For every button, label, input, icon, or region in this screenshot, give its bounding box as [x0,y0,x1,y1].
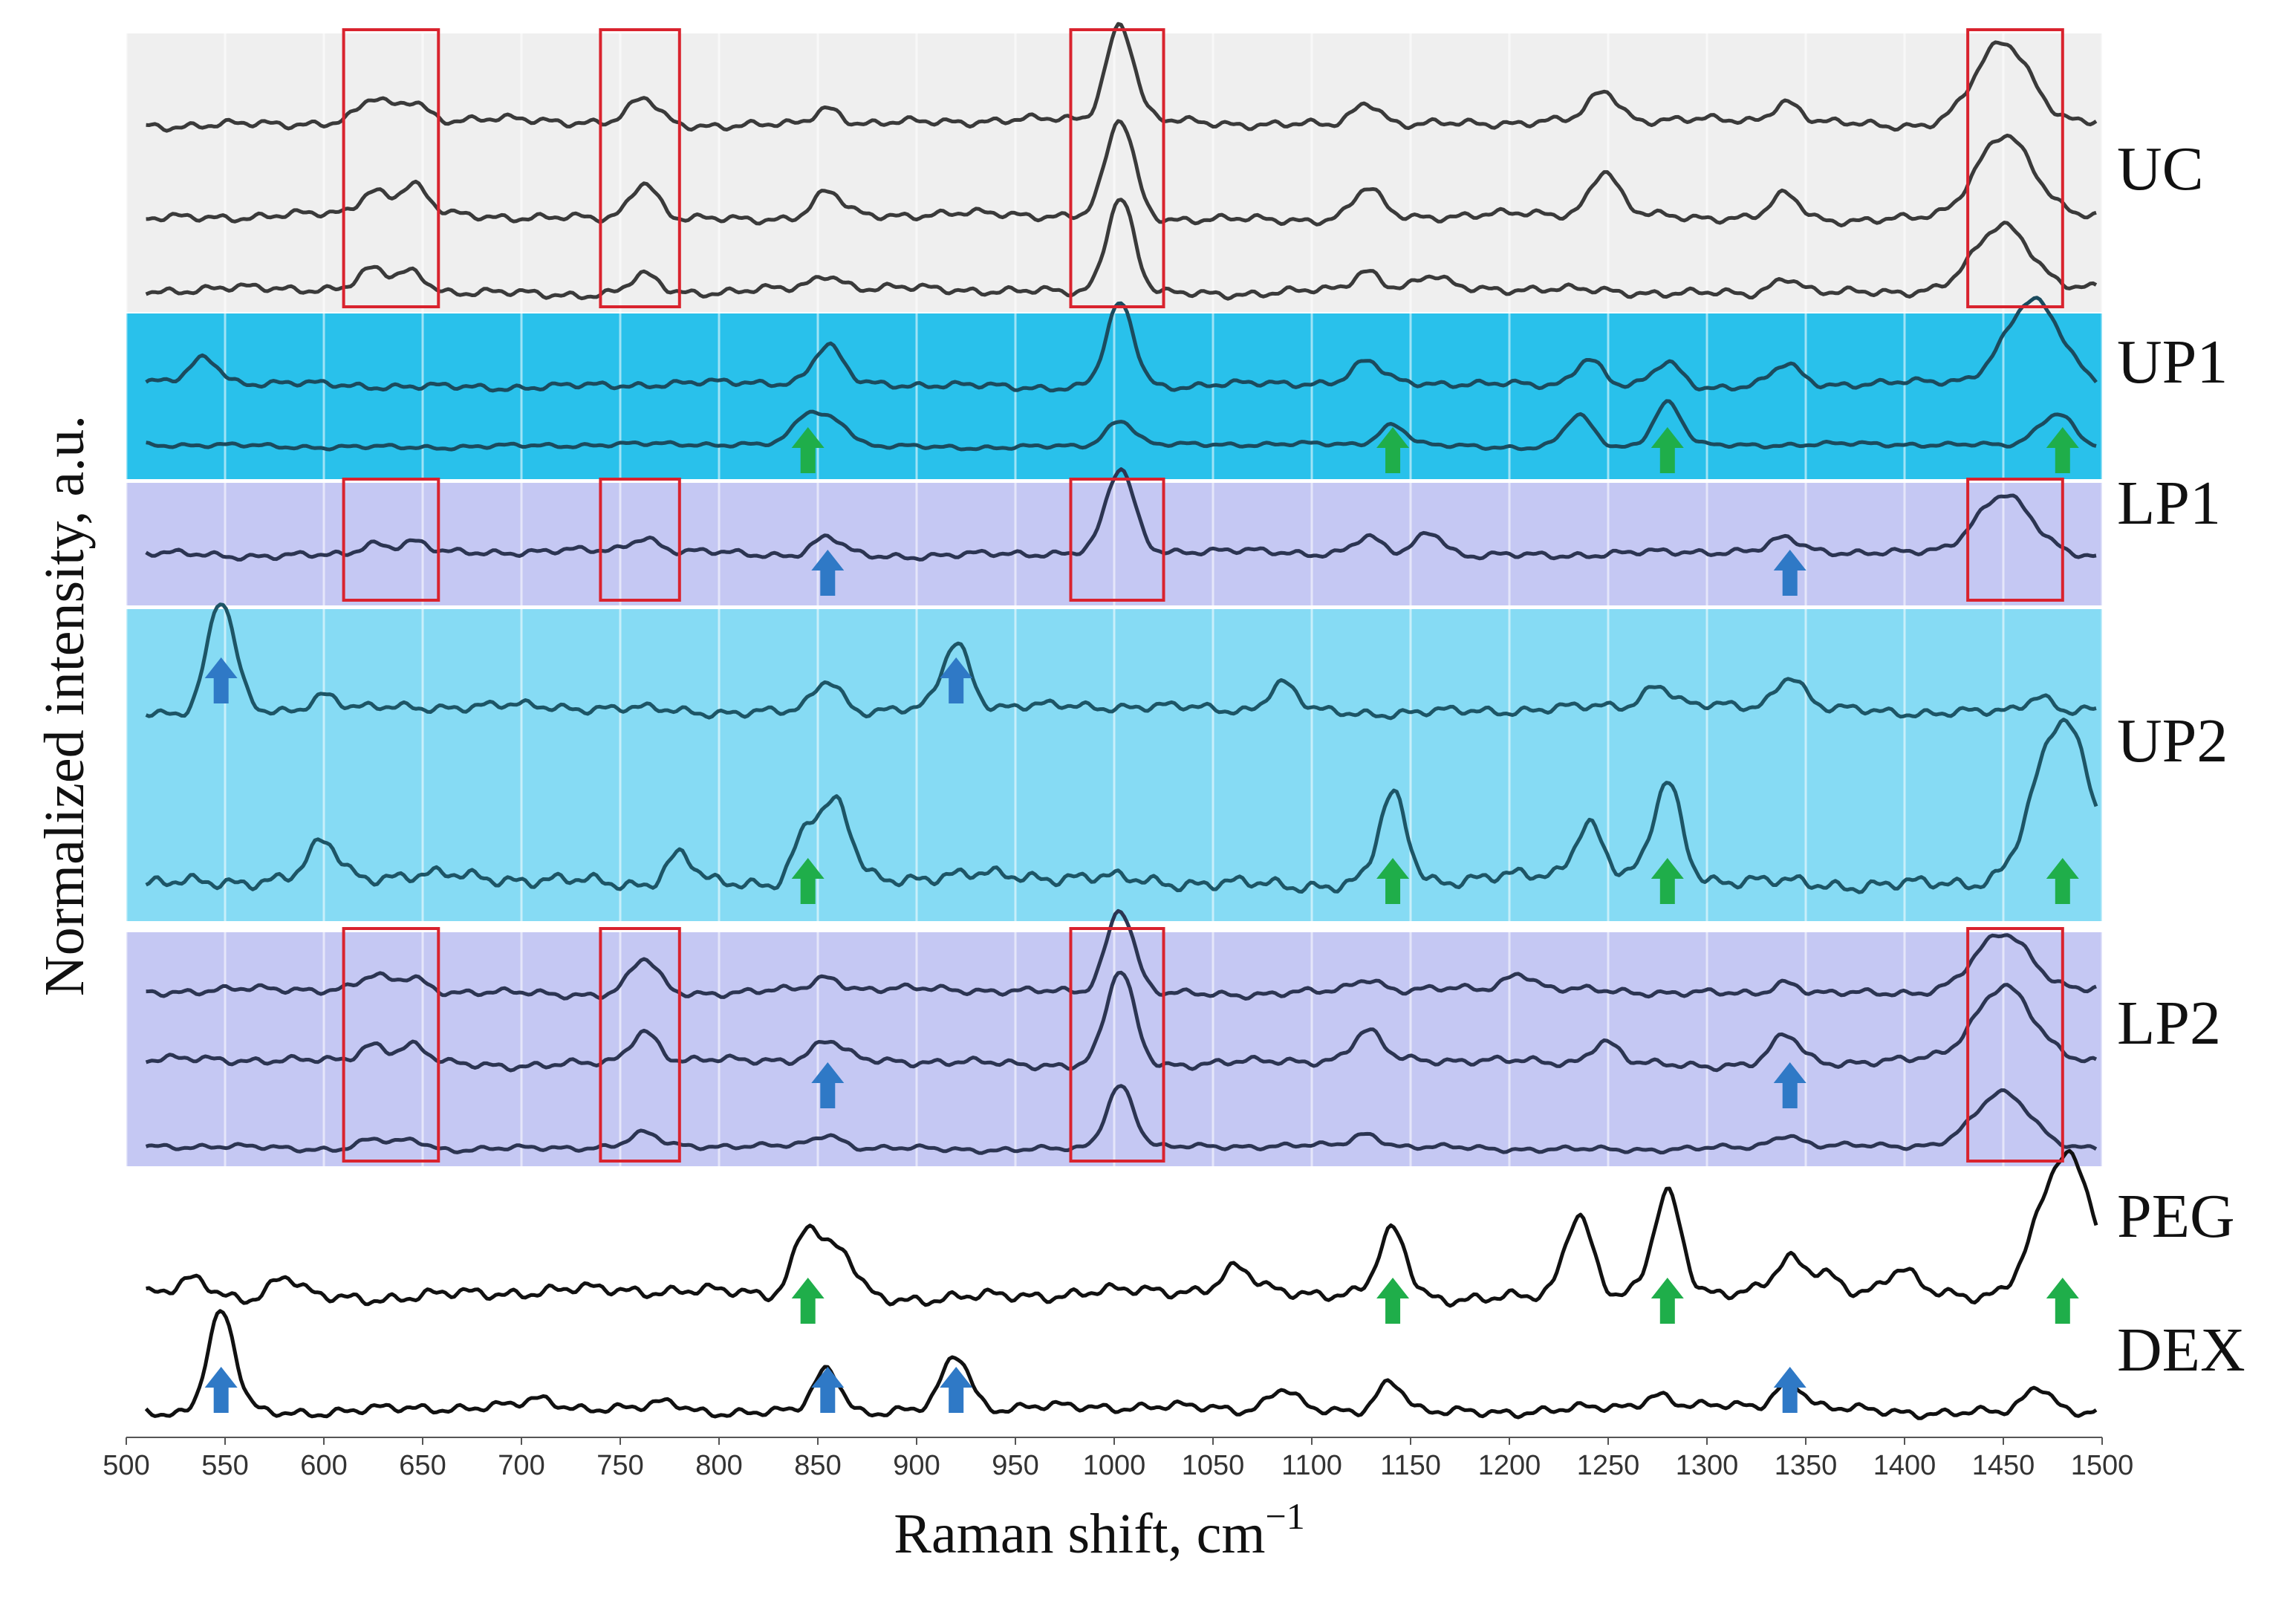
trace-lp1-1 [145,467,2097,562]
highlight-box-uc [342,28,440,308]
trace-lp2-3 [145,1084,2098,1155]
x-tick-label: 1350 [1775,1450,1838,1481]
highlight-box-lp2 [599,927,681,1163]
y-axis-title: Normalized intensity, a.u. [33,415,96,996]
group-label-uc: UC [2117,134,2204,204]
group-label-dex: DEX [2117,1316,2245,1385]
x-tick-label: 1000 [1083,1450,1146,1481]
trace-up2-1 [145,602,2097,721]
group-label-lp1: LP1 [2117,469,2221,538]
x-tick-label: 750 [596,1450,643,1481]
group-label-peg: PEG [2117,1182,2235,1251]
x-tick-label: 950 [992,1450,1038,1481]
dex-peak-arrow-lp1 [1773,550,1806,596]
highlight-box-lp2 [342,927,440,1163]
x-axis-title: Raman shift, cm−1 [894,1495,1304,1565]
peg-peak-arrow-peg [1651,1278,1684,1324]
x-tick-label: 900 [893,1450,940,1481]
x-tick-label: 700 [498,1450,544,1481]
highlight-box-lp1 [1069,478,1165,602]
trace-lp2-2 [145,970,2098,1073]
trace-up2-2 [145,718,2098,894]
x-tick-label: 600 [300,1450,347,1481]
trace-uc-3 [145,198,2098,301]
highlight-box-lp2 [1966,927,2064,1163]
dex-peak-arrow-lp2 [1773,1062,1806,1108]
peg-peak-arrow-up1 [2046,427,2079,473]
trace-up1-1 [145,296,2098,393]
peg-peak-arrow-up2 [1651,858,1684,904]
trace-up1-2 [146,399,2097,452]
x-tick-label: 1150 [1380,1450,1441,1481]
group-labels: UC UP1 LP1 UP2 LP2 PEG DEX [2117,134,2245,1385]
x-tick-label: 800 [695,1450,742,1481]
peg-peak-arrow-up2 [2046,858,2079,904]
x-tick-label: 500 [103,1450,149,1481]
highlight-box-lp2 [1069,927,1165,1163]
dex-peak-arrow-dex [811,1367,845,1413]
peg-peak-arrow-peg [2046,1278,2079,1324]
peg-peak-arrow-up1 [1651,427,1684,473]
x-tick-label: 1450 [1972,1450,2035,1481]
peg-peak-arrow-up1 [791,427,825,473]
peg-peak-arrow-up2 [791,858,825,904]
dex-peak-arrow-dex [940,1367,973,1413]
x-tick-label: 1500 [2071,1450,2134,1481]
x-tick-label: 1300 [1676,1450,1739,1481]
dex-peak-arrow-dex [1773,1367,1806,1413]
highlight-box-lp1 [1966,478,2064,602]
group-label-lp2: LP2 [2117,989,2221,1058]
dex-peak-arrow-dex [204,1367,238,1413]
peg-peak-arrow-peg [791,1278,825,1324]
x-tick-label: 1400 [1873,1450,1936,1481]
x-tick-label: 650 [399,1450,446,1481]
trace-uc-2 [146,119,2097,228]
peg-peak-arrow-peg [1376,1278,1410,1324]
peg-peak-arrow-up2 [1376,858,1410,904]
trace-peg [146,1148,2098,1308]
dex-peak-arrow-lp2 [811,1062,845,1108]
spectra-traces [144,22,2098,1420]
x-tick-label: 1200 [1478,1450,1541,1481]
dex-peak-arrow-up2 [204,657,238,703]
highlight-box-lp1 [599,478,681,602]
x-tick-label: 1250 [1577,1450,1640,1481]
highlight-box-uc [599,28,681,308]
dex-peak-arrow-up2 [940,657,973,703]
highlight-box-uc [1966,28,2064,308]
group-label-up1: UP1 [2117,328,2228,397]
highlight-box-uc [1069,28,1165,308]
x-tick-label: 1100 [1281,1450,1342,1481]
x-tick-label: 850 [794,1450,841,1481]
x-axis-ticks: 500 550 600 650 700 750 800 850 900 950 1000 1050 11… [103,1437,2133,1481]
peak-arrows [204,427,2079,1413]
vertical-gridlines [125,33,2104,1437]
trace-uc-1 [146,22,2098,133]
group-label-up2: UP2 [2117,706,2228,776]
trace-dex [144,1309,2098,1420]
highlight-box-lp1 [342,478,440,602]
highlight-boxes [342,28,2064,1163]
dex-peak-arrow-lp1 [811,550,845,596]
x-tick-label: 550 [201,1450,248,1481]
x-tick-label: 1050 [1182,1450,1245,1481]
trace-lp2-1 [146,908,2097,1001]
peg-peak-arrow-up1 [1376,427,1410,473]
